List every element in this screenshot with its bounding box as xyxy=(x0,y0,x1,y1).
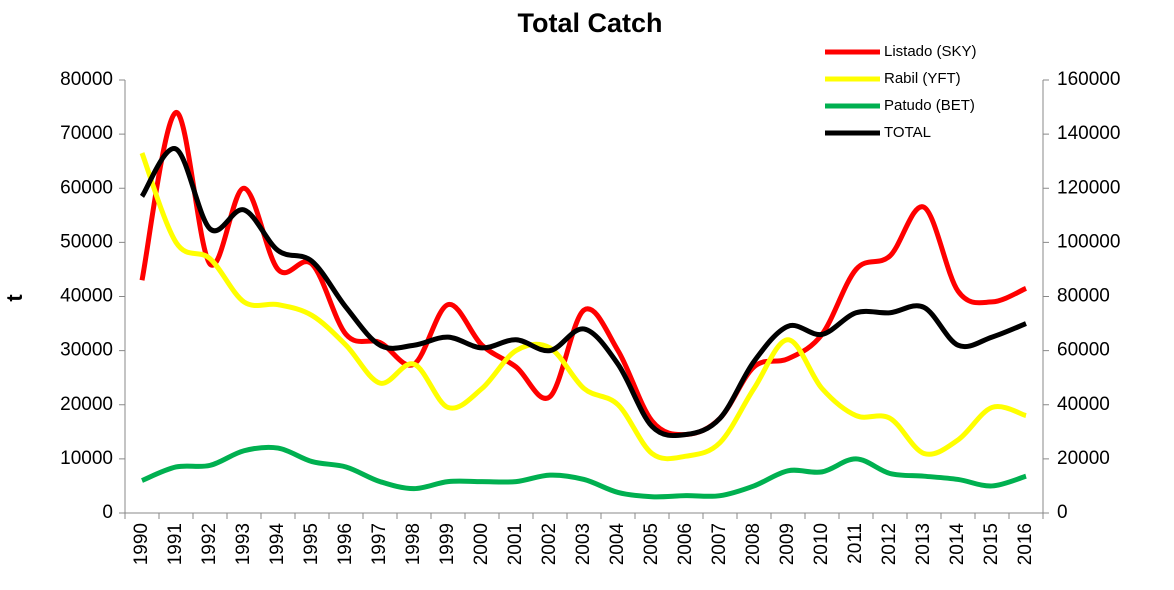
y-tick-label: 70000 xyxy=(60,123,113,144)
x-tick-label: 2008 xyxy=(743,523,764,565)
line-series xyxy=(139,109,1028,438)
x-tick-label: 2002 xyxy=(539,523,560,565)
x-tick-label: 2014 xyxy=(947,523,968,566)
y2-tick-label: 140000 xyxy=(1057,123,1120,144)
y2-tick-label: 0 xyxy=(1057,502,1068,523)
y-tick-label: 30000 xyxy=(60,340,113,361)
x-tick-label: 1998 xyxy=(403,523,424,565)
y2-tick-label: 120000 xyxy=(1057,177,1120,198)
x-tick-label: 2009 xyxy=(777,523,798,565)
y-tick-label: 20000 xyxy=(60,394,113,415)
x-tick-label: 2007 xyxy=(709,523,730,565)
x-tick-label: 1993 xyxy=(233,523,254,565)
chart-title: Total Catch xyxy=(517,8,662,38)
x-tick-label: 2000 xyxy=(471,523,492,565)
x-tick-label: 2013 xyxy=(913,523,934,565)
legend-label: Patudo (BET) xyxy=(884,97,975,114)
x-tick-label: 1997 xyxy=(369,523,390,565)
y-tick-label: 80000 xyxy=(60,69,113,90)
y-tick-label: 40000 xyxy=(60,286,113,307)
x-tick-label: 2003 xyxy=(573,523,594,565)
y2-tick-label: 20000 xyxy=(1057,448,1110,469)
x-tick-label: 1996 xyxy=(335,523,356,565)
x-tick-label: 2011 xyxy=(845,523,866,564)
line-series xyxy=(139,146,1027,439)
x-tick-label: 2012 xyxy=(879,523,900,565)
y2-tick-label: 100000 xyxy=(1057,231,1120,252)
line-series xyxy=(141,444,1027,500)
legend-label: Rabil (YFT) xyxy=(884,70,961,87)
x-tick-label: 2016 xyxy=(1015,523,1036,565)
line-series xyxy=(139,152,1027,462)
x-tick-label: 1990 xyxy=(131,523,152,565)
x-tick-label: 1992 xyxy=(199,523,220,565)
y-tick-label: 60000 xyxy=(60,177,113,198)
y-tick-label: 50000 xyxy=(60,231,113,252)
x-tick-label: 2005 xyxy=(641,523,662,565)
x-tick-label: 1991 xyxy=(165,523,186,565)
y2-tick-label: 60000 xyxy=(1057,340,1110,361)
x-tick-label: 2010 xyxy=(811,523,832,565)
y-axis-label: t xyxy=(2,294,27,302)
y-tick-label: 10000 xyxy=(60,448,113,469)
legend-label: Listado (SKY) xyxy=(884,43,977,60)
x-tick-label: 1999 xyxy=(437,523,458,565)
legend-label: TOTAL xyxy=(884,124,931,141)
x-tick-label: 1994 xyxy=(267,523,288,566)
y2-tick-label: 80000 xyxy=(1057,286,1110,307)
x-tick-label: 1995 xyxy=(301,523,322,565)
y2-tick-label: 40000 xyxy=(1057,394,1110,415)
x-tick-label: 2001 xyxy=(505,523,526,565)
y2-tick-label: 160000 xyxy=(1057,69,1120,90)
x-tick-label: 2015 xyxy=(981,523,1002,565)
x-tick-label: 2004 xyxy=(607,523,628,566)
y-tick-label: 0 xyxy=(102,502,113,523)
x-tick-label: 2006 xyxy=(675,523,696,565)
